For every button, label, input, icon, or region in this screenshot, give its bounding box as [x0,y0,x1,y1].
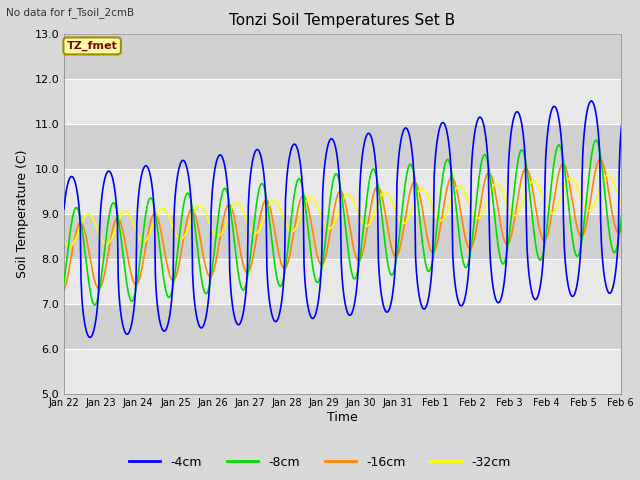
Bar [64,34,621,79]
Legend: -4cm, -8cm, -16cm, -32cm: -4cm, -8cm, -16cm, -32cm [124,451,516,474]
Text: TZ_fmet: TZ_fmet [67,41,118,51]
Bar [64,214,621,259]
Bar [64,259,621,303]
Bar [64,123,621,168]
X-axis label: Time: Time [327,411,358,424]
Text: No data for f_Tsoil_2cmB: No data for f_Tsoil_2cmB [6,7,134,18]
Y-axis label: Soil Temperature (C): Soil Temperature (C) [16,149,29,278]
Bar [64,168,621,214]
Title: Tonzi Soil Temperatures Set B: Tonzi Soil Temperatures Set B [229,13,456,28]
Bar [64,79,621,123]
Bar [64,303,621,348]
Bar [64,348,621,394]
